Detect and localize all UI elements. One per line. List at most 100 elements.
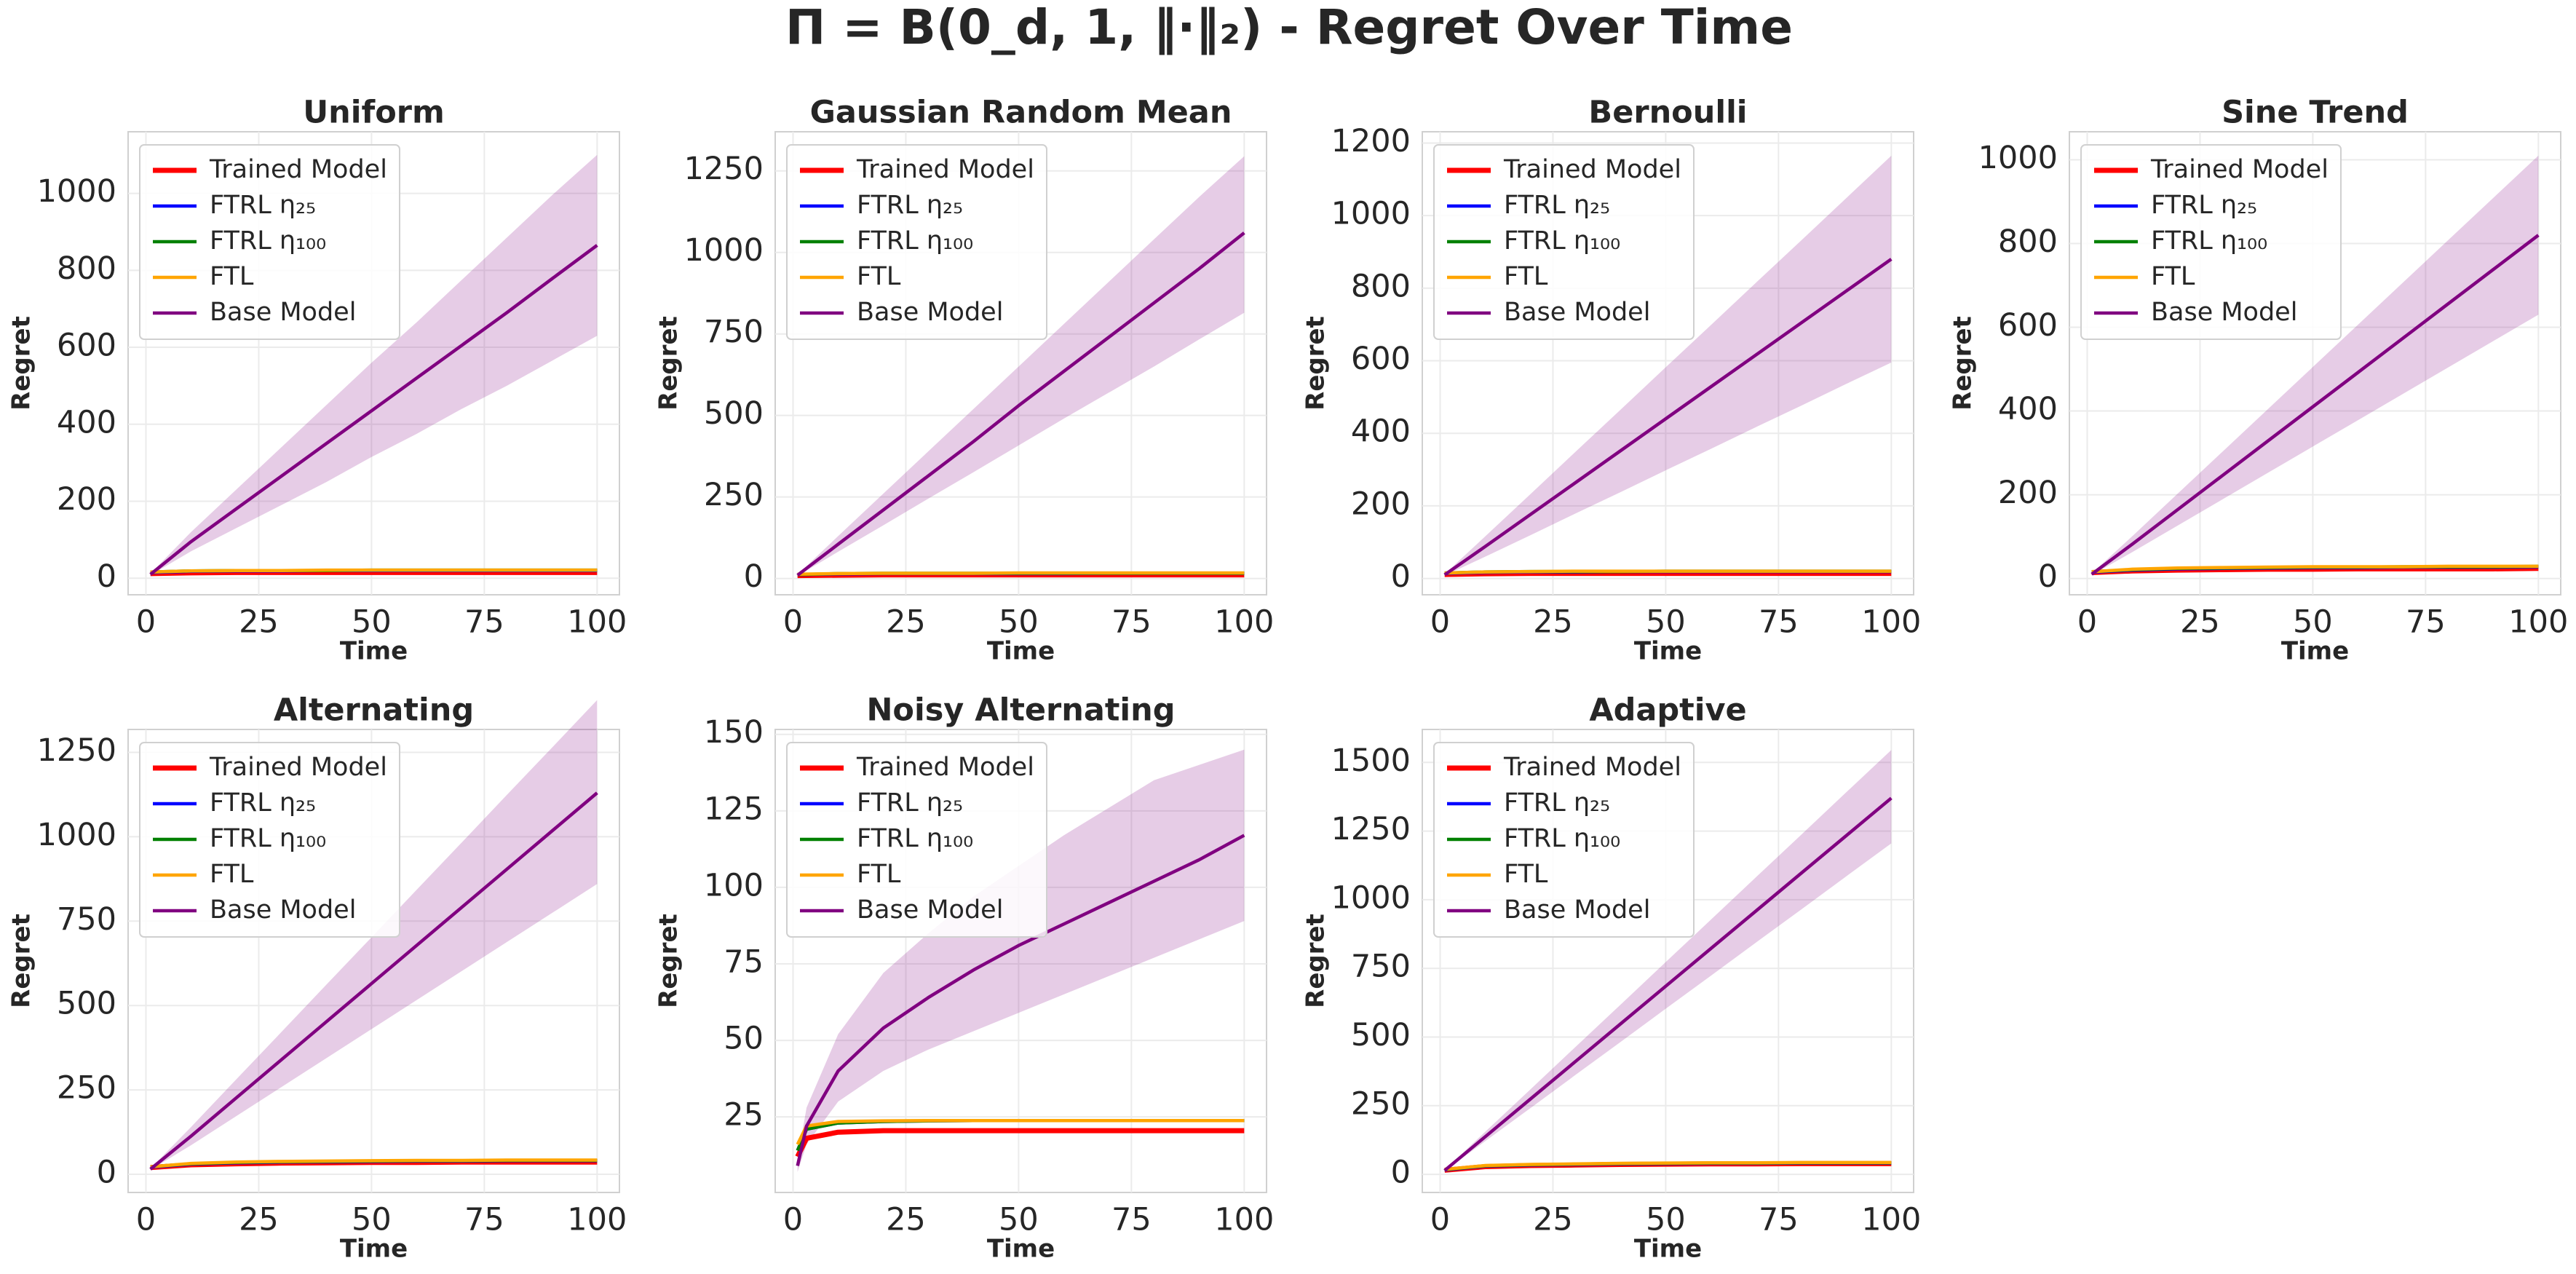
y-tick-label: 250 (704, 477, 764, 513)
x-tick-label: 75 (1759, 1202, 1799, 1238)
subplot-title: Sine Trend (2222, 95, 2409, 131)
x-tick-label: 75 (1111, 1202, 1152, 1238)
confidence-band (1444, 155, 1892, 576)
x-tick-label: 50 (2293, 604, 2333, 641)
legend-box (786, 144, 1047, 340)
x-axis-label: Time (1634, 637, 1702, 666)
y-tick-label: 0 (97, 558, 116, 595)
y-tick-label: 200 (1351, 486, 1411, 522)
series-line (149, 791, 598, 1171)
y-tick-label: 1000 (1331, 879, 1411, 916)
x-tick-label: 0 (1430, 604, 1450, 641)
x-tick-label: 25 (239, 1202, 279, 1238)
legend-label: FTRL η₂₅ (210, 788, 316, 818)
y-tick-label: 0 (1391, 1155, 1411, 1191)
x-tick-label: 75 (1759, 604, 1799, 641)
legend-label: FTRL η₂₅ (857, 788, 963, 818)
x-tick-label: 25 (886, 1202, 926, 1238)
y-tick-label: 750 (57, 901, 116, 938)
legend-label: FTL (210, 262, 254, 291)
legend-label: Base Model (210, 895, 356, 925)
x-tick-label: 75 (464, 1202, 504, 1238)
y-tick-label: 200 (1998, 475, 2058, 511)
legend-label: Trained Model (2150, 155, 2329, 184)
legend-label: FTL (1504, 262, 1548, 291)
legend-label: Base Model (2151, 298, 2297, 327)
series-line (796, 834, 1245, 1166)
legend-label: FTRL η₁₀₀ (1504, 226, 1620, 256)
y-tick-label: 75 (724, 943, 764, 980)
x-tick-label: 25 (1533, 604, 1573, 641)
x-tick-label: 100 (1214, 604, 1274, 641)
confidence-band (2091, 155, 2539, 575)
series-line (150, 568, 598, 574)
x-tick-label: 50 (352, 604, 392, 641)
legend-box (1433, 742, 1695, 938)
x-axis-label: Time (987, 1235, 1055, 1264)
series-line (1444, 1160, 1892, 1171)
x-tick-label: 75 (464, 604, 504, 641)
legend-box (1433, 144, 1695, 340)
x-tick-label: 75 (1111, 604, 1152, 641)
y-tick-label: 50 (724, 1021, 764, 1057)
legend-box (139, 144, 400, 340)
legend-label: FTRL η₂₅ (2151, 191, 2257, 220)
y-tick-label: 250 (1351, 1085, 1411, 1122)
legend-label: FTL (857, 262, 901, 291)
series-line (795, 1128, 1245, 1158)
y-tick-label: 1000 (684, 232, 764, 269)
y-axis-label: Regret (7, 316, 36, 411)
y-tick-label: 25 (724, 1097, 764, 1133)
subplot-title: Alternating (274, 692, 474, 729)
y-tick-label: 800 (1351, 268, 1411, 304)
x-tick-label: 0 (2077, 604, 2097, 641)
series-line (2091, 564, 2539, 574)
x-axis-label: Time (1634, 1235, 1702, 1264)
x-tick-label: 25 (886, 604, 926, 641)
y-tick-label: 1250 (684, 151, 764, 187)
legend-label: Base Model (857, 895, 1003, 925)
x-tick-label: 100 (567, 1202, 627, 1238)
legend-label: FTL (2151, 262, 2195, 291)
x-tick-label: 0 (783, 604, 803, 641)
x-tick-label: 25 (239, 604, 279, 641)
x-axis-label: Time (987, 637, 1055, 666)
legend-label: FTL (210, 860, 254, 889)
y-tick-label: 150 (704, 714, 764, 751)
series-line (796, 1118, 1245, 1145)
legend-box (786, 742, 1047, 938)
subplot-title: Gaussian Random Mean (810, 95, 1232, 131)
legend-label: FTRL η₁₀₀ (857, 824, 973, 853)
legend-label: FTRL η₂₅ (210, 191, 316, 220)
y-tick-label: 400 (1998, 391, 2058, 427)
series-line (1444, 569, 1892, 575)
y-tick-label: 1250 (37, 732, 116, 769)
y-tick-label: 600 (1998, 307, 2058, 344)
y-tick-label: 1500 (1331, 743, 1411, 779)
x-tick-label: 75 (2406, 604, 2446, 641)
x-tick-label: 50 (1646, 604, 1686, 641)
y-tick-label: 0 (2038, 558, 2058, 595)
y-tick-label: 400 (1351, 414, 1411, 450)
y-tick-label: 100 (704, 867, 764, 903)
x-tick-label: 0 (783, 1202, 803, 1238)
y-tick-label: 500 (1351, 1017, 1411, 1053)
series-line (1443, 258, 1893, 577)
subplot-title: Adaptive (1589, 692, 1746, 729)
y-tick-label: 1200 (1331, 123, 1411, 159)
x-tick-label: 25 (2180, 604, 2220, 641)
y-tick-label: 800 (57, 250, 116, 287)
x-tick-label: 50 (352, 1202, 392, 1238)
y-tick-label: 800 (1998, 223, 2058, 260)
x-axis-label: Time (340, 637, 408, 666)
legend-label: Base Model (1504, 298, 1650, 327)
y-tick-label: 500 (57, 986, 116, 1022)
figure-title: Π = B(0_d, 1, ‖·‖₂) - Regret Over Time (785, 0, 1793, 56)
legend-label: Trained Model (209, 155, 387, 184)
subplot-title: Uniform (303, 95, 445, 131)
legend-label: Trained Model (1503, 753, 1681, 782)
legend-label: Base Model (1504, 895, 1650, 925)
y-tick-label: 0 (744, 558, 764, 595)
y-axis-label: Regret (7, 914, 36, 1008)
